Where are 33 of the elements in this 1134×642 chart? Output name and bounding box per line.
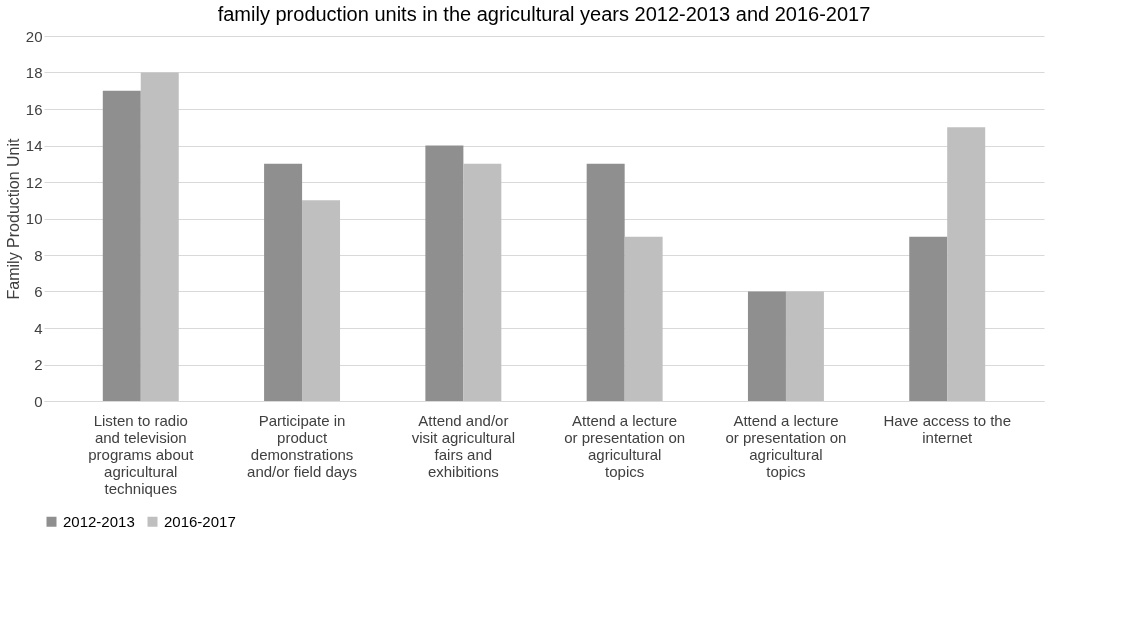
bar [463, 163, 502, 401]
y-tick-label: 16 [25, 100, 43, 118]
bar [947, 127, 986, 401]
x-tick-label: Attend and/or visit agricultural fairs and exhibitions [411, 411, 516, 480]
y-tick-label: 4 [34, 319, 43, 337]
legend-label: 2016-2017 [164, 512, 236, 530]
y-tick-label: 12 [25, 173, 43, 191]
x-tick-label: Attend a lecture or presentation on agricultural topics [725, 411, 847, 480]
x-tick-label: Have access to the internet [883, 411, 1012, 446]
bar [102, 90, 141, 401]
x-tick-label: Listen to radio and television programs about agricultural techniques [88, 411, 195, 497]
y-tick-label: 8 [34, 246, 43, 264]
x-tick-label: Participate in product demonstrations and/or field days [247, 411, 358, 480]
bar [425, 145, 464, 401]
y-tick-label: 10 [25, 210, 43, 227]
bar [624, 236, 663, 401]
y-axis-title: Family Production Unit [4, 137, 22, 300]
bar [586, 163, 625, 401]
bar [264, 163, 303, 401]
y-tick-label: 6 [34, 283, 43, 300]
y-tick-label: 18 [25, 64, 43, 81]
bar [785, 291, 824, 401]
chart-title: family production units in the agricultural years 2012-2013 and 2016-2017 [217, 3, 871, 25]
bar [302, 200, 341, 401]
bar [909, 236, 948, 401]
y-tick-label: 14 [25, 137, 43, 154]
bar [140, 72, 179, 401]
x-tick-label: Attend a lecture or presentation on agricultural topics [564, 411, 686, 480]
y-tick-label: 0 [34, 392, 43, 410]
legend-label: 2012-2013 [63, 512, 135, 530]
bar [747, 291, 786, 401]
y-tick-label: 20 [25, 27, 43, 45]
y-tick-label: 2 [34, 356, 43, 373]
